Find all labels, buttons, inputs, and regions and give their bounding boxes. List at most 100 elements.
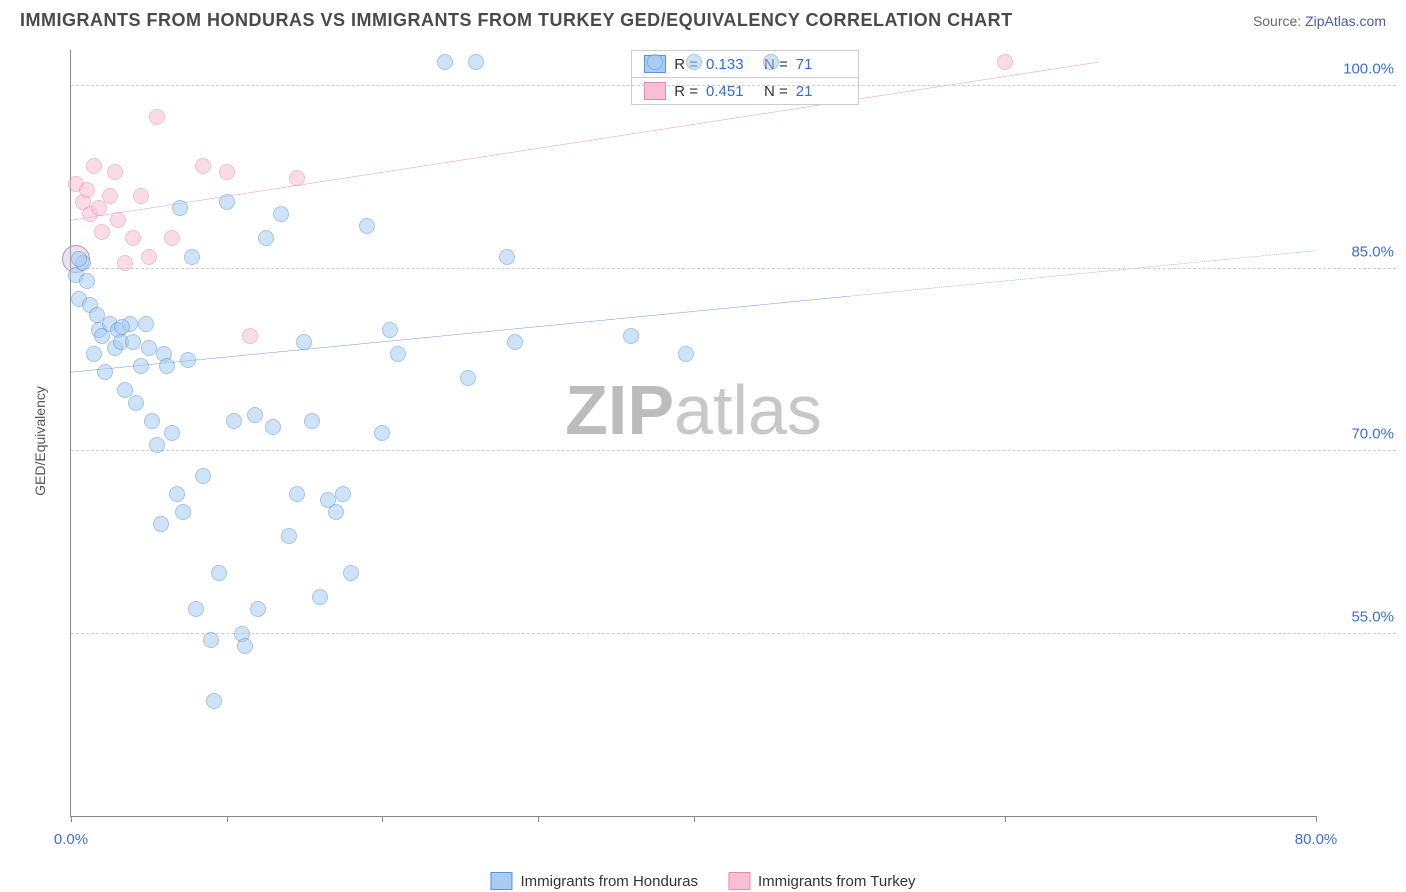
data-point <box>686 54 702 70</box>
y-tick-label: 100.0% <box>1343 61 1394 78</box>
data-point <box>499 249 515 265</box>
x-tick-label: 0.0% <box>54 831 88 848</box>
data-point <box>289 170 305 186</box>
data-point <box>125 334 141 350</box>
data-point <box>164 425 180 441</box>
data-point <box>141 249 157 265</box>
data-point <box>335 486 351 502</box>
data-point <box>997 54 1013 70</box>
data-point <box>343 565 359 581</box>
data-point <box>79 273 95 289</box>
x-tick <box>538 816 539 822</box>
data-point <box>437 54 453 70</box>
trend-line-dashed <box>849 251 1316 297</box>
data-point <box>102 188 118 204</box>
data-point <box>647 54 663 70</box>
data-point <box>180 352 196 368</box>
data-point <box>206 693 222 709</box>
chart-title: IMMIGRANTS FROM HONDURAS VS IMMIGRANTS F… <box>20 10 1013 31</box>
grid-line <box>71 633 1396 634</box>
source-label: Source: <box>1253 13 1301 29</box>
n-value: 71 <box>796 56 846 73</box>
data-point <box>164 230 180 246</box>
data-point <box>114 319 130 335</box>
grid-line <box>71 268 1396 269</box>
plot-region: ZIPatlas R =0.133N =71R =0.451N =21 55.0… <box>70 50 1316 817</box>
x-tick <box>382 816 383 822</box>
data-point <box>219 194 235 210</box>
data-point <box>211 565 227 581</box>
grid-line <box>71 450 1396 451</box>
data-point <box>133 188 149 204</box>
data-point <box>149 109 165 125</box>
data-point <box>328 504 344 520</box>
correlation-legend-row: R =0.133N =71 <box>632 51 858 78</box>
data-point <box>86 346 102 362</box>
data-point <box>153 516 169 532</box>
series-legend: Immigrants from Honduras Immigrants from … <box>490 872 915 890</box>
data-point <box>133 358 149 374</box>
x-tick <box>1005 816 1006 822</box>
data-point <box>374 425 390 441</box>
y-tick-label: 55.0% <box>1351 608 1394 625</box>
trend-lines-layer <box>71 50 1316 816</box>
data-point <box>507 334 523 350</box>
x-tick <box>694 816 695 822</box>
y-tick-label: 70.0% <box>1351 426 1394 443</box>
data-point <box>107 164 123 180</box>
data-point <box>110 212 126 228</box>
data-point <box>359 218 375 234</box>
data-point <box>242 328 258 344</box>
data-point <box>172 200 188 216</box>
data-point <box>125 230 141 246</box>
data-point <box>195 468 211 484</box>
data-point <box>86 158 102 174</box>
data-point <box>763 54 779 70</box>
series-name: Immigrants from Honduras <box>520 873 698 890</box>
x-tick <box>71 816 72 822</box>
data-point <box>281 528 297 544</box>
data-point <box>265 419 281 435</box>
source-attribution: Source: ZipAtlas.com <box>1253 13 1386 29</box>
data-point <box>128 395 144 411</box>
data-point <box>468 54 484 70</box>
data-point <box>184 249 200 265</box>
data-point <box>203 632 219 648</box>
y-tick-label: 85.0% <box>1351 243 1394 260</box>
data-point <box>623 328 639 344</box>
grid-line <box>71 85 1396 86</box>
data-point <box>460 370 476 386</box>
data-point <box>97 364 113 380</box>
data-point <box>312 589 328 605</box>
data-point <box>138 316 154 332</box>
correlation-legend-row: R =0.451N =21 <box>632 78 858 104</box>
data-point <box>258 230 274 246</box>
r-value: 0.133 <box>706 56 756 73</box>
data-point <box>226 413 242 429</box>
data-point <box>247 407 263 423</box>
x-tick <box>1316 816 1317 822</box>
source-link[interactable]: ZipAtlas.com <box>1305 13 1386 29</box>
chart-header: IMMIGRANTS FROM HONDURAS VS IMMIGRANTS F… <box>0 0 1406 36</box>
data-point <box>71 251 87 267</box>
data-point <box>169 486 185 502</box>
data-point <box>296 334 312 350</box>
data-point <box>390 346 406 362</box>
data-point <box>678 346 694 362</box>
series-legend-item: Immigrants from Turkey <box>728 872 916 890</box>
data-point <box>250 601 266 617</box>
data-point <box>304 413 320 429</box>
legend-swatch <box>728 872 750 890</box>
x-tick-label: 80.0% <box>1295 831 1338 848</box>
series-name: Immigrants from Turkey <box>758 873 916 890</box>
data-point <box>175 504 191 520</box>
data-point <box>273 206 289 222</box>
data-point <box>188 601 204 617</box>
data-point <box>89 307 105 323</box>
data-point <box>141 340 157 356</box>
data-point <box>94 224 110 240</box>
data-point <box>149 437 165 453</box>
series-legend-item: Immigrants from Honduras <box>490 872 698 890</box>
data-point <box>144 413 160 429</box>
data-point <box>117 255 133 271</box>
